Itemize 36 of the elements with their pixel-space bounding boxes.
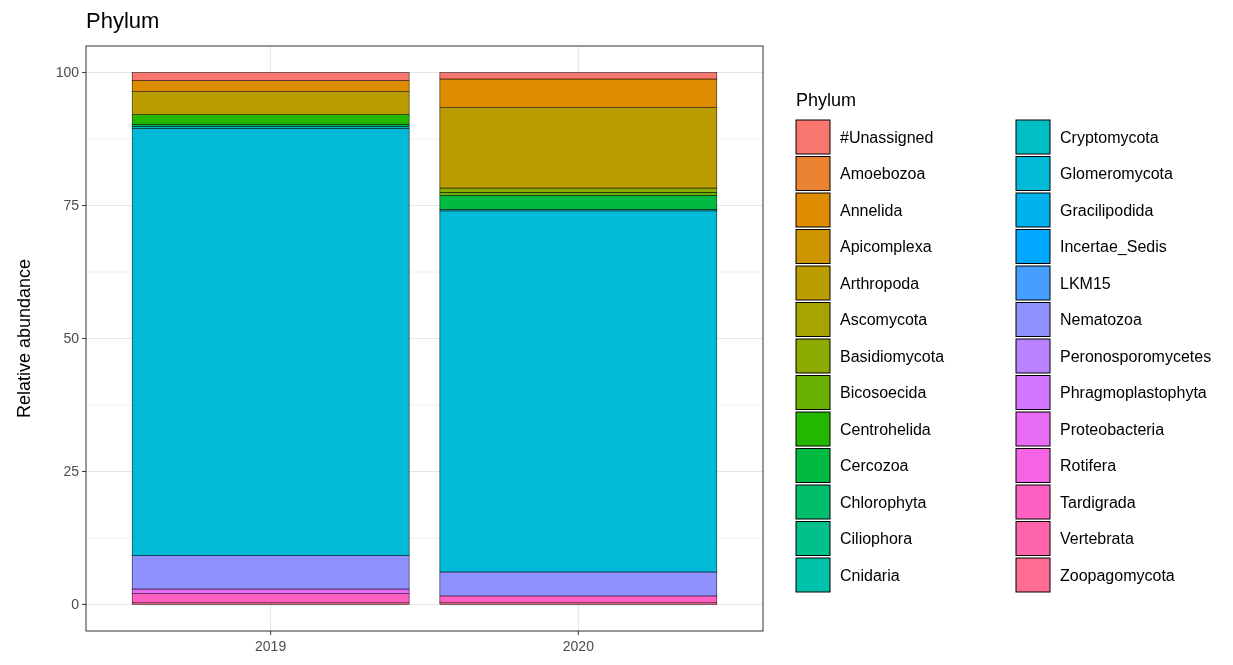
legend-label: Chlorophyta — [840, 493, 927, 511]
chart-title: Phylum — [86, 8, 160, 33]
y-tick-label: 25 — [63, 463, 80, 480]
legend-label: Centrohelida — [840, 420, 931, 438]
x-tick-label: 2019 — [255, 638, 287, 654]
x-tick-label: 2020 — [562, 638, 595, 654]
legend-label: Ciliophora — [840, 530, 913, 548]
y-tick-label: 75 — [63, 197, 80, 214]
legend-label: Cnidaria — [840, 566, 900, 584]
legend-label: Tardigrada — [1060, 493, 1136, 511]
legend-title: Phylum — [796, 90, 857, 110]
legend-label: Arthropoda — [840, 274, 920, 292]
legend-label: Phragmoplastophyta — [1060, 384, 1207, 402]
legend-label: Gracilipodida — [1060, 201, 1154, 219]
legend-label: Vertebrata — [1060, 530, 1134, 548]
legend-label: LKM15 — [1060, 274, 1111, 292]
legend-label: Proteobacteria — [1060, 420, 1165, 438]
legend-label: Incertae_Sedis — [1060, 238, 1167, 257]
legend-label: Bicosoecida — [840, 384, 927, 402]
y-tick-label: 0 — [71, 596, 80, 613]
legend-label: Cercozoa — [840, 457, 909, 475]
y-axis-title: Relative abundance — [14, 258, 34, 419]
legend-label: #Unassigned — [840, 128, 934, 146]
legend-label: Amoebozoa — [840, 165, 926, 183]
legend-label: Cryptomycota — [1060, 128, 1159, 146]
legend-label: Zoopagomycota — [1060, 566, 1175, 584]
y-tick-label: 50 — [63, 330, 80, 347]
legend-label: Nematozoa — [1060, 311, 1142, 329]
legend-label: Ascomycota — [840, 311, 928, 329]
legend-label: Glomeromycota — [1060, 165, 1174, 183]
legend-label: Apicomplexa — [840, 238, 932, 256]
legend-label: Peronosporomycetes — [1060, 347, 1212, 365]
legend-label: Rotifera — [1060, 457, 1117, 475]
y-tick-label: 100 — [55, 64, 80, 81]
legend-label: Basidiomycota — [840, 347, 945, 365]
legend-label: Annelida — [840, 201, 903, 219]
